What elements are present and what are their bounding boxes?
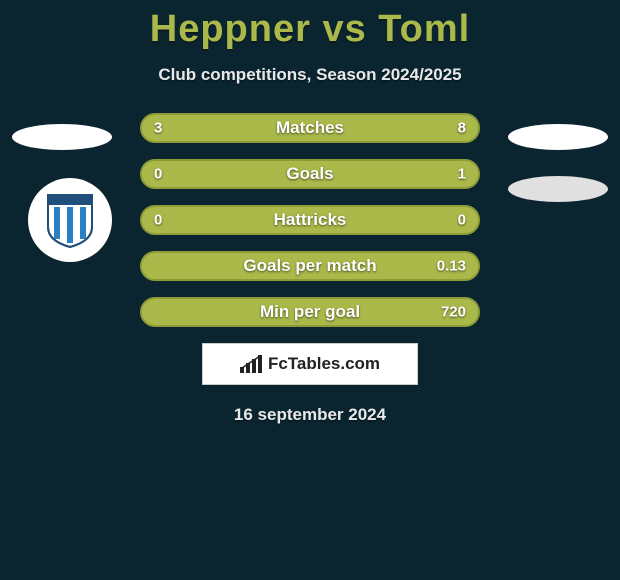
brand-box[interactable]: FcTables.com <box>202 343 418 385</box>
stat-label: Goals <box>286 164 333 184</box>
stat-value-right: 720 <box>441 304 466 321</box>
brand-text: FcTables.com <box>268 354 380 374</box>
stat-value-right: 8 <box>458 120 466 137</box>
stat-label: Min per goal <box>260 302 360 322</box>
shield-icon <box>46 191 94 249</box>
stat-value-left: 0 <box>154 212 162 229</box>
stat-value-right: 0 <box>458 212 466 229</box>
stat-row-min-per-goal: Min per goal 720 <box>140 297 480 327</box>
player-slot-right-1 <box>508 124 608 150</box>
player-slot-left-1 <box>12 124 112 150</box>
stat-label: Goals per match <box>243 256 376 276</box>
stat-row-matches: 3 Matches 8 <box>140 113 480 143</box>
club-badge <box>28 178 112 262</box>
stat-value-right: 0.13 <box>437 258 466 275</box>
stat-value-left: 0 <box>154 166 162 183</box>
page-title: Heppner vs Toml <box>0 0 620 51</box>
date: 16 september 2024 <box>0 405 620 425</box>
stat-row-goals: 0 Goals 1 <box>140 159 480 189</box>
stat-label: Hattricks <box>274 210 347 230</box>
subtitle: Club competitions, Season 2024/2025 <box>0 65 620 85</box>
stat-value-left: 3 <box>154 120 162 137</box>
stat-value-right: 1 <box>458 166 466 183</box>
bars-icon <box>240 355 262 373</box>
player-slot-right-2 <box>508 176 608 202</box>
stat-label: Matches <box>276 118 344 138</box>
stat-row-hattricks: 0 Hattricks 0 <box>140 205 480 235</box>
stat-row-goals-per-match: Goals per match 0.13 <box>140 251 480 281</box>
